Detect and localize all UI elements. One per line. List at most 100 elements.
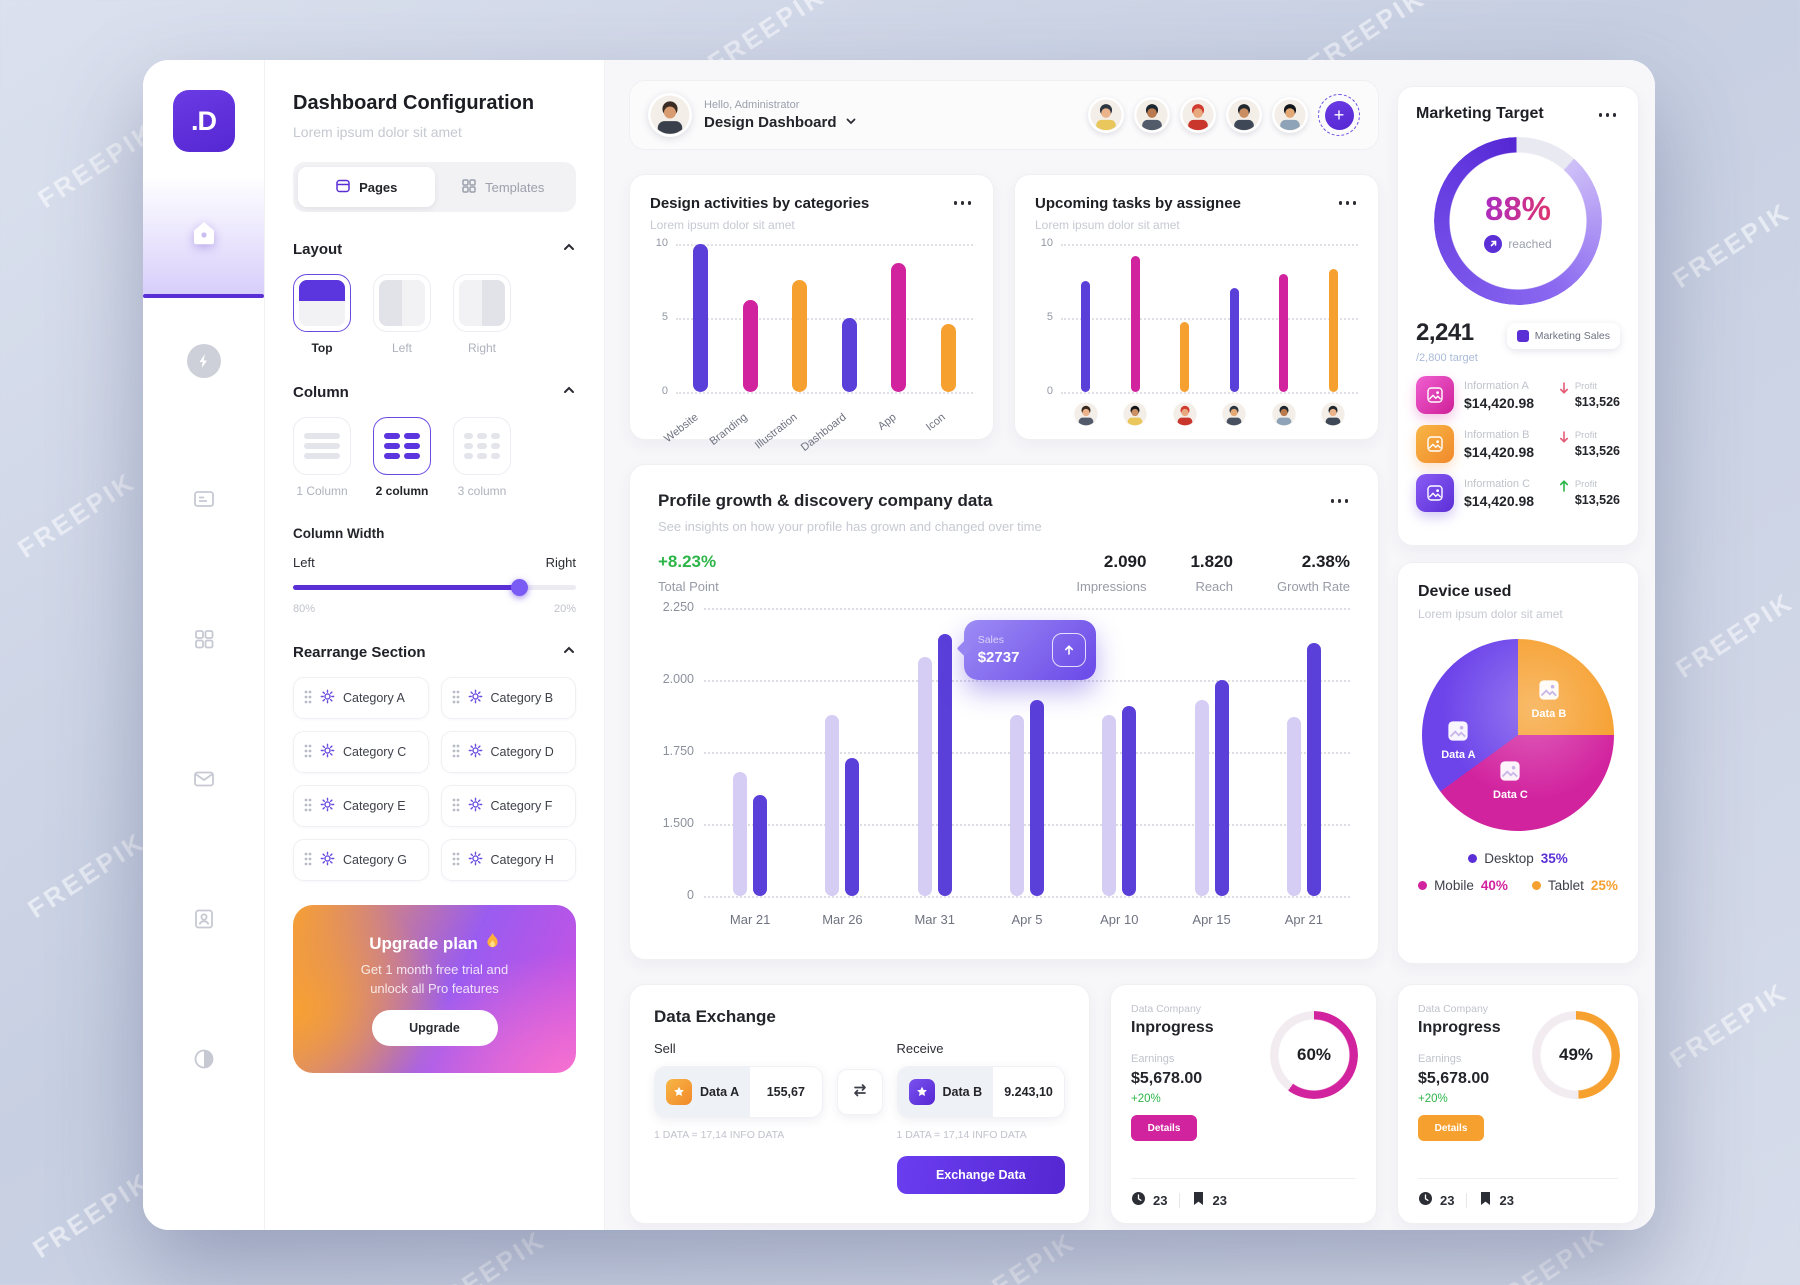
sidebar-item-contacts[interactable] (187, 904, 221, 938)
sidebar-item-dashboard[interactable] (187, 624, 221, 658)
drag-handle-icon[interactable] (304, 690, 312, 707)
upgrade-button[interactable]: Upgrade (371, 1009, 498, 1046)
drag-handle-icon[interactable] (452, 690, 460, 707)
category-chip[interactable]: Category F (440, 785, 576, 827)
tab-templates[interactable]: Templates (435, 167, 572, 207)
team-member-avatar[interactable] (1134, 97, 1170, 133)
assignee-avatar[interactable] (1074, 402, 1098, 431)
assignee-avatar[interactable] (1173, 402, 1197, 431)
drag-handle-icon[interactable] (452, 744, 460, 761)
sidebar-item-activity[interactable] (186, 344, 221, 378)
gear-icon (468, 689, 483, 707)
receive-amount[interactable]: 9.243,10 (1004, 1085, 1053, 1099)
information-name: Information B (1464, 428, 1530, 441)
chart-title: Upcoming tasks by assignee (1035, 195, 1241, 212)
category-chip[interactable]: Category D (440, 731, 576, 773)
watermark-text: FREEPIK (1667, 196, 1796, 295)
progress-percent: 60% (1296, 1045, 1332, 1064)
receive-asset-field[interactable]: Data B 9.243,10 (896, 1066, 1065, 1118)
assignee-avatar[interactable] (1123, 402, 1147, 431)
assignee-avatar[interactable] (1222, 402, 1246, 431)
add-member-button[interactable]: + (1318, 94, 1360, 136)
profit-label: Profit (1574, 430, 1597, 441)
information-row[interactable]: Information B $14,420.98 Profit $13,526 (1416, 425, 1620, 463)
team-member-avatar[interactable] (1180, 97, 1216, 133)
category-chip[interactable]: Category H (440, 839, 576, 881)
ring (1270, 1011, 1358, 1099)
flame-icon (485, 932, 500, 955)
user-avatar[interactable] (648, 93, 692, 137)
donut-percent: 88% (1484, 189, 1552, 227)
column-width-slider[interactable] (293, 579, 576, 596)
profile-growth-chart: 0 1.500 1.750 2.000 2.250 Mar 21 Mar 26 Mar 31 A… (658, 600, 1350, 948)
trend-down-icon (1558, 430, 1570, 449)
column-option-3[interactable]: 3 column (453, 417, 511, 498)
tab-pages[interactable]: Pages (298, 167, 435, 207)
slider-thumb[interactable] (511, 579, 529, 596)
assignee-avatar[interactable] (1321, 402, 1345, 431)
category-chip[interactable]: Category B (440, 677, 576, 719)
app-logo[interactable]: .D (172, 90, 235, 152)
sidebar-item-theme[interactable] (187, 1044, 221, 1078)
legend-dot (1531, 881, 1541, 890)
category-chip[interactable]: Category G (293, 839, 429, 881)
device-used-card: Device used Lorem ipsum dolor sit amet D… (1397, 562, 1639, 964)
clock-count: 23 (1153, 1192, 1168, 1208)
kebab-menu-icon[interactable] (1335, 197, 1361, 209)
column-preview-shape (379, 423, 425, 469)
exchange-data-button[interactable]: Exchange Data (896, 1156, 1065, 1194)
category-chip[interactable]: Category C (293, 731, 429, 773)
chevron-up-icon[interactable] (562, 383, 576, 402)
team-member-avatar[interactable] (1226, 97, 1262, 133)
kebab-menu-icon[interactable] (950, 197, 976, 209)
slider-right-value: 20% (553, 603, 576, 615)
column-preview (373, 417, 431, 475)
assignee-avatar[interactable] (1272, 402, 1296, 431)
chevron-down-icon (845, 114, 857, 131)
drag-handle-icon[interactable] (452, 852, 460, 869)
gridline (704, 896, 1350, 898)
layout-option-left[interactable]: Left (373, 274, 431, 355)
column-option-1[interactable]: 1 Column (293, 417, 351, 498)
sidebar-item-mail[interactable] (187, 764, 221, 798)
y-axis-tick: 10 (655, 237, 668, 249)
pie-slice-label: Data B (1531, 679, 1566, 720)
column-preview (453, 417, 511, 475)
kebab-menu-icon[interactable] (1327, 495, 1353, 507)
category-chip[interactable]: Category E (293, 785, 429, 827)
kebab-menu-icon[interactable] (1595, 109, 1621, 121)
chevron-up-icon[interactable] (562, 240, 576, 259)
dashboard-switcher[interactable]: Design Dashboard (704, 114, 857, 131)
image-icon (1416, 425, 1454, 463)
sell-asset-field[interactable]: Data A 155,67 (654, 1066, 823, 1118)
swap-button[interactable] (836, 1069, 883, 1115)
config-panel: Dashboard Configuration Lorem ipsum dolo… (265, 60, 605, 1230)
watermark-text: FREEPIK (1482, 1222, 1611, 1285)
column-options: 1 Column 2 column 3 column (293, 417, 576, 498)
y-axis-tick: 10 (1040, 237, 1053, 249)
category-chip[interactable]: Category A (293, 677, 429, 719)
information-row[interactable]: Information A $14,420.98 Profit $13,526 (1416, 376, 1620, 414)
chevron-up-icon[interactable] (562, 643, 576, 662)
drag-handle-icon[interactable] (452, 798, 460, 815)
layout-option-right[interactable]: Right (453, 274, 511, 355)
information-rows: Information A $14,420.98 Profit $13,526 Info… (1416, 376, 1620, 512)
details-button[interactable]: Details (1131, 1115, 1197, 1141)
bar (891, 263, 907, 392)
team-member-avatar[interactable] (1272, 97, 1308, 133)
details-button[interactable]: Details (1418, 1115, 1484, 1141)
data-company-card-1: Data Company Inprogress 60% Earnings $5,… (1110, 984, 1377, 1224)
chart-subtitle: See insights on how your profile has gro… (658, 519, 1042, 534)
sidebar-item-cards[interactable] (187, 484, 221, 518)
image-icon (1447, 720, 1469, 745)
sidebar-item-home[interactable] (143, 176, 264, 294)
sell-amount[interactable]: 155,67 (766, 1085, 805, 1099)
drag-handle-icon[interactable] (304, 798, 312, 815)
drag-handle-icon[interactable] (304, 744, 312, 761)
bar (742, 300, 758, 392)
layout-option-top[interactable]: Top (293, 274, 351, 355)
drag-handle-icon[interactable] (304, 852, 312, 869)
team-member-avatar[interactable] (1088, 97, 1124, 133)
information-row[interactable]: Information C $14,420.98 Profit $13,526 (1416, 474, 1620, 512)
column-option-2[interactable]: 2 column (373, 417, 431, 498)
